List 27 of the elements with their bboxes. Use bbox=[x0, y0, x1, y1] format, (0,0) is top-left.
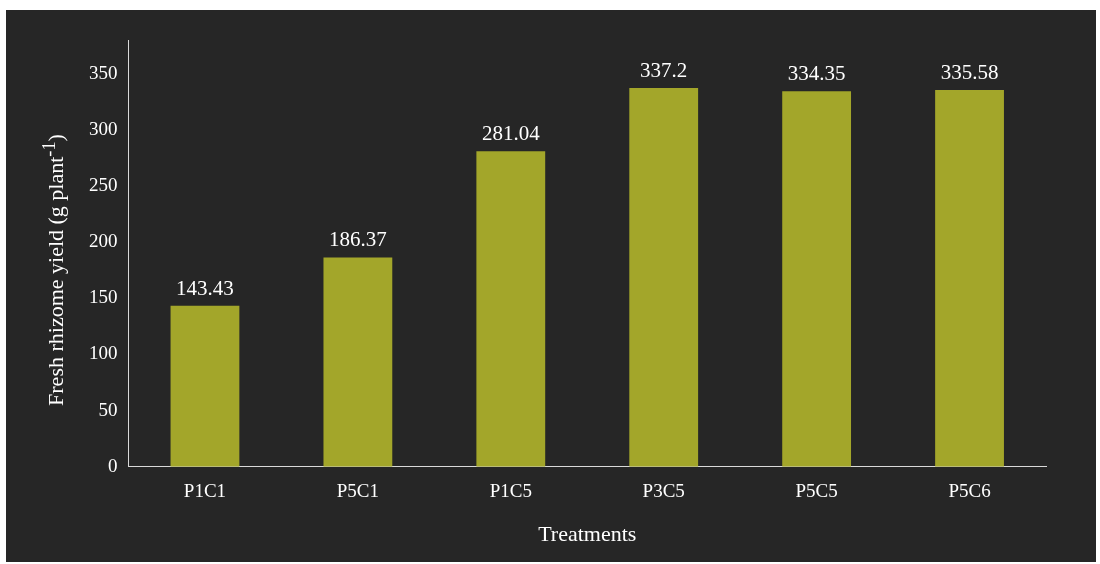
data-label: 281.04 bbox=[481, 121, 541, 146]
bar bbox=[323, 257, 393, 467]
x-tick-label: P5C1 bbox=[336, 480, 379, 502]
y-tick-label: 200 bbox=[89, 230, 118, 252]
x-tick-label: P5C6 bbox=[948, 480, 991, 502]
y-tick-label: 350 bbox=[89, 61, 118, 83]
x-axis-title: Treatments bbox=[538, 520, 637, 546]
bar bbox=[170, 305, 240, 467]
bar bbox=[782, 91, 852, 467]
bar bbox=[629, 88, 699, 467]
x-tick-label: P1C1 bbox=[183, 480, 227, 502]
data-label: 335.58 bbox=[940, 59, 999, 84]
x-tick-label: P3C5 bbox=[642, 480, 685, 502]
y-tick-label: 0 bbox=[108, 454, 118, 476]
y-tick-label: 100 bbox=[89, 342, 118, 364]
bar bbox=[935, 89, 1004, 467]
y-tick-label: 300 bbox=[89, 117, 118, 139]
y-tick-label: 250 bbox=[89, 173, 118, 195]
data-label: 186.37 bbox=[329, 227, 387, 252]
bar bbox=[476, 151, 546, 467]
data-label: 334.35 bbox=[787, 61, 846, 86]
y-tick-label: 150 bbox=[89, 286, 118, 308]
x-tick-label: P1C5 bbox=[489, 480, 532, 502]
data-label: 143.43 bbox=[176, 275, 234, 300]
y-tick-label: 50 bbox=[98, 398, 118, 420]
x-tick-label: P5C5 bbox=[795, 480, 838, 502]
data-label: 337.2 bbox=[640, 58, 688, 83]
